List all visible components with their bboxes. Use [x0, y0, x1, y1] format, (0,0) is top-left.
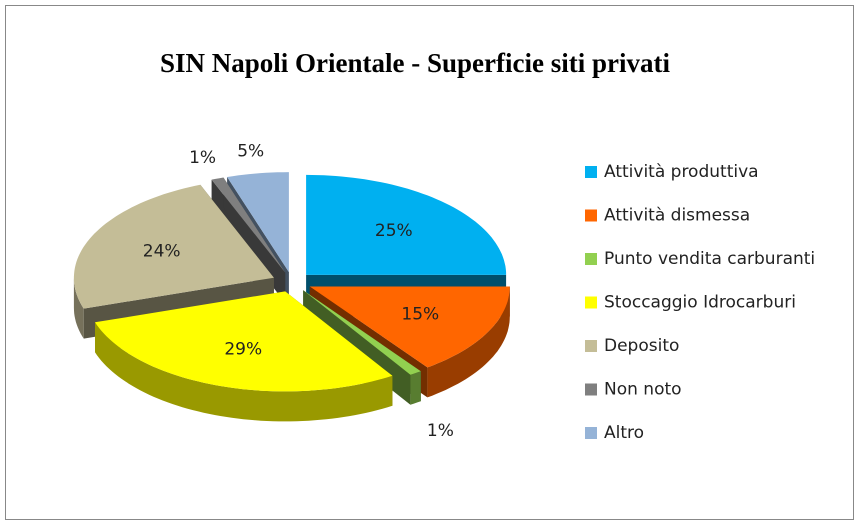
- legend-swatch: [585, 383, 597, 396]
- slice: [211, 177, 286, 273]
- slice: [309, 286, 510, 368]
- slice: [73, 184, 274, 309]
- legend-swatch: [585, 427, 597, 439]
- legend-label: Attività dismessa: [604, 206, 750, 226]
- legend-swatch: [585, 253, 597, 265]
- slice: [303, 290, 421, 375]
- legend-label: Altro: [604, 423, 644, 443]
- legend-label: Punto vendita carburanti: [604, 249, 815, 269]
- slice: [95, 291, 393, 392]
- legend-swatch: [585, 166, 597, 178]
- slice-side: [410, 371, 421, 405]
- legend-label: Stoccaggio Idrocarburi: [604, 293, 796, 313]
- slice: [306, 174, 507, 275]
- slice: [227, 172, 289, 273]
- data-label: 24%: [143, 241, 181, 261]
- data-label: 1%: [189, 148, 216, 168]
- legend-swatch: [585, 296, 597, 309]
- data-label: 25%: [375, 221, 413, 241]
- data-label: 1%: [427, 421, 454, 441]
- data-label: 29%: [224, 340, 262, 360]
- chart-title: SIN Napoli Orientale - Superficie siti p…: [160, 48, 670, 78]
- legend-label: Attività produttiva: [604, 162, 759, 182]
- legend-swatch: [585, 209, 597, 222]
- slice-side: [95, 322, 393, 422]
- data-label: 5%: [237, 142, 264, 162]
- slice-side: [427, 286, 510, 398]
- slice-side: [73, 277, 84, 339]
- data-label: 15%: [401, 305, 439, 325]
- legend-label: Non noto: [604, 380, 682, 400]
- legend-swatch: [585, 340, 597, 352]
- legend-label: Deposito: [604, 336, 679, 356]
